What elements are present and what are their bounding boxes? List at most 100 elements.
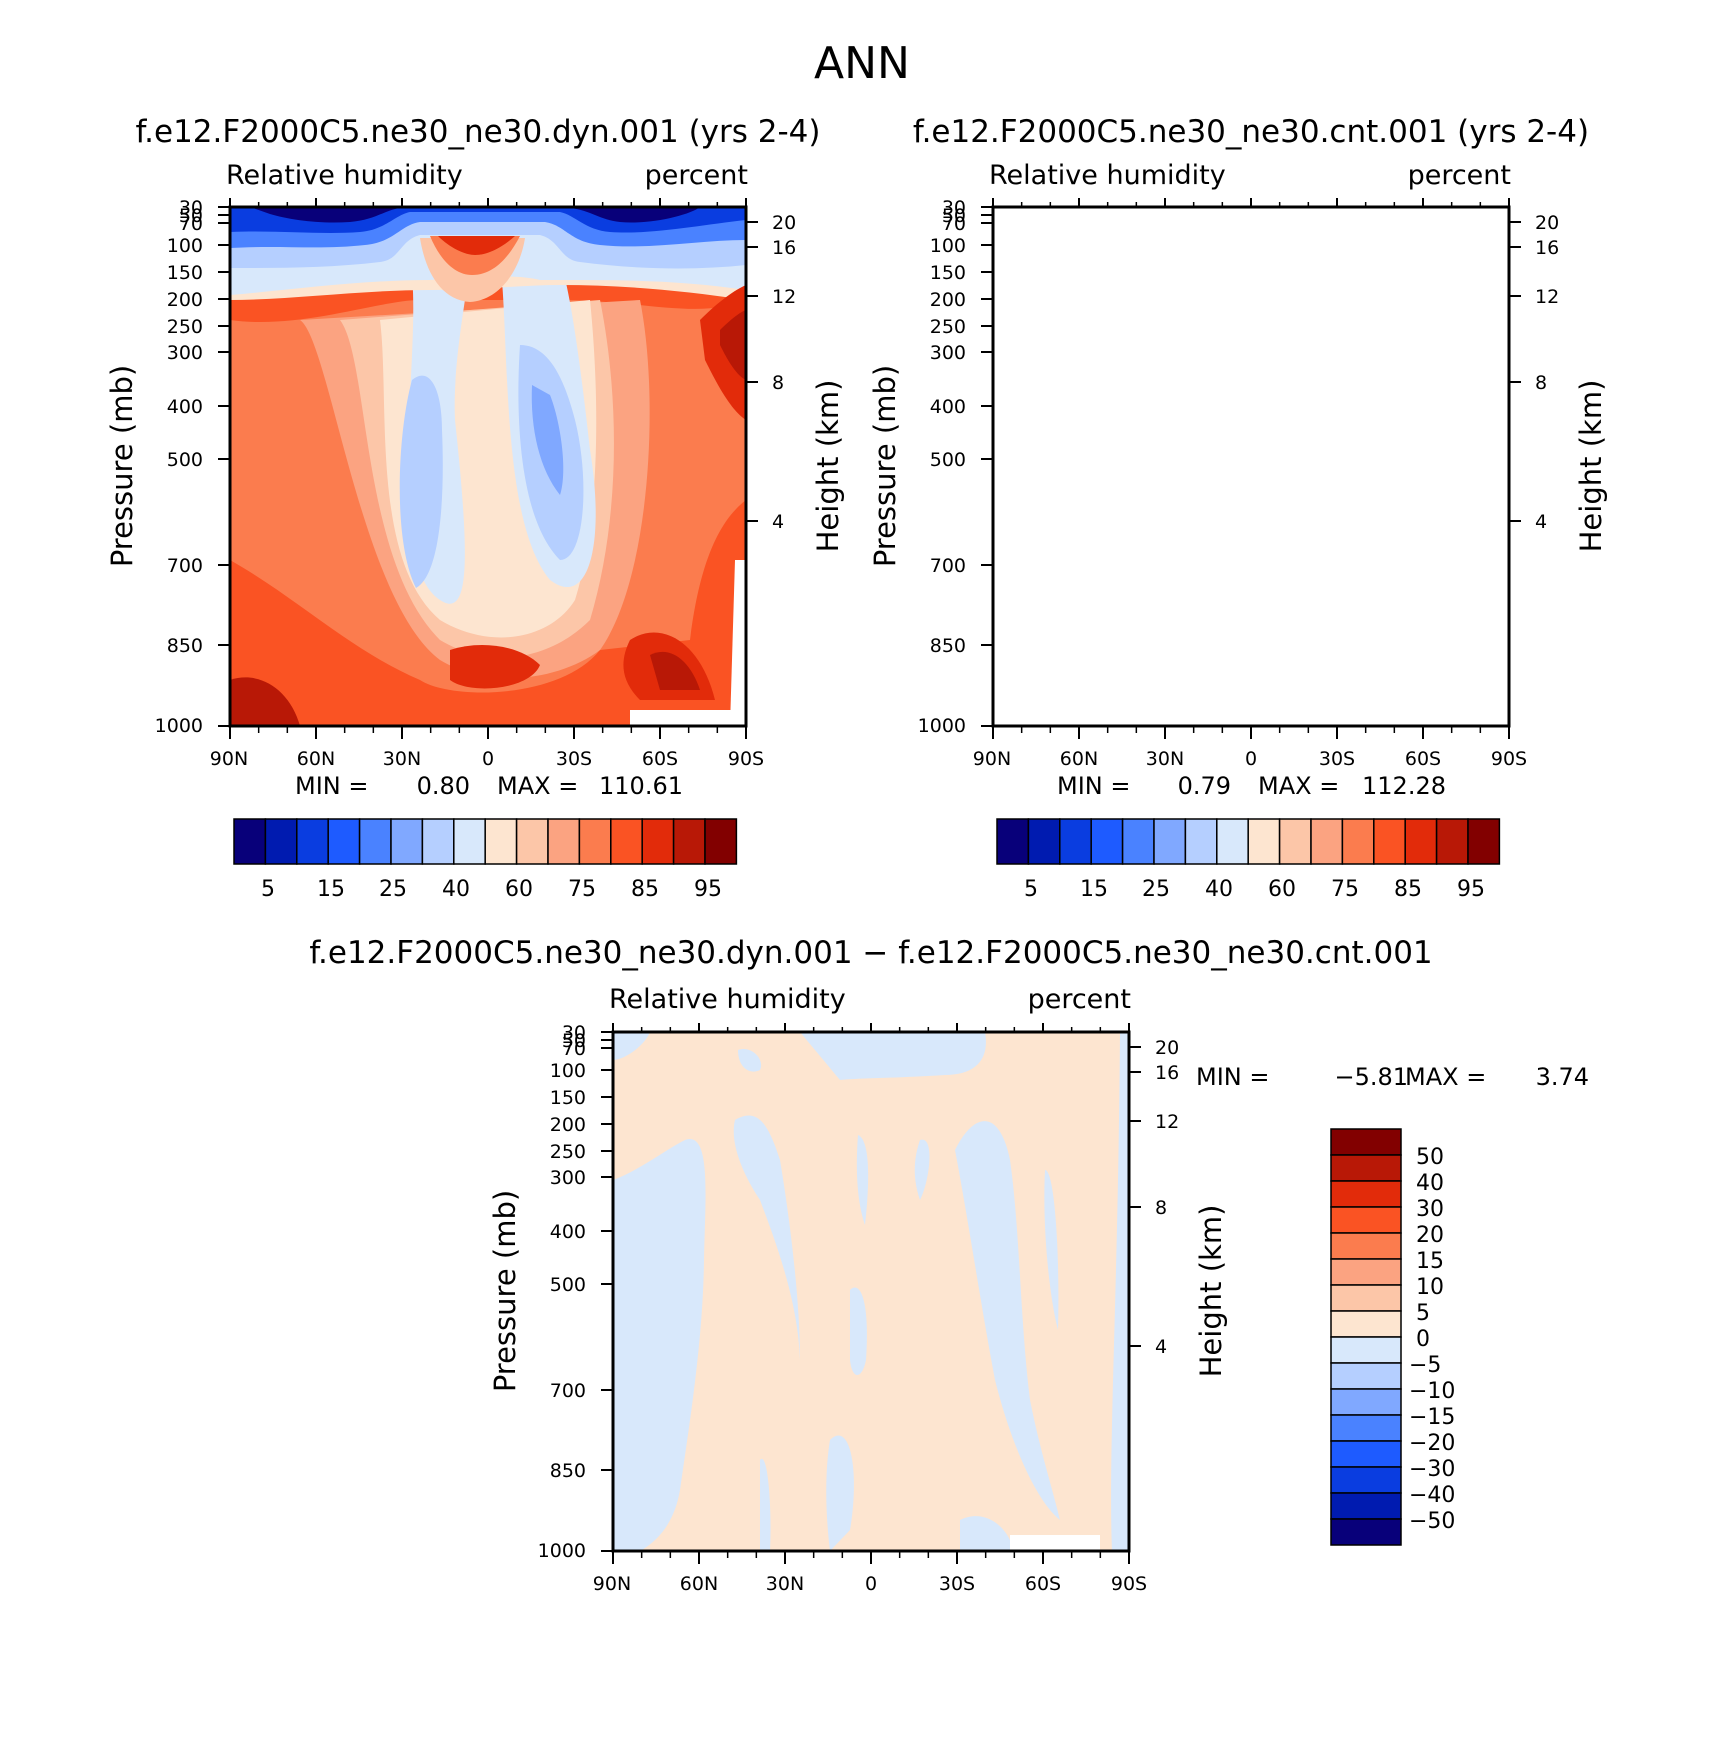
y-tick-label: 100 [167,235,203,257]
colorbar-box [610,818,643,865]
panel-1-y-axis: 30 50 70 100 150 200 250 300 400 500 700… [105,197,203,737]
colorbar-box [704,818,738,865]
panel-2-y-axis: 30 50 70 100 150 200 250 300 400 500 700… [868,197,966,737]
colorbar-label: −20 [1409,1431,1455,1456]
colorbar-label: 95 [694,877,722,902]
y-tick-label: 1000 [918,715,966,737]
colorbar-box [1404,818,1438,865]
panel-2-colorbar: 5 15 25 40 60 75 85 95 [996,818,1501,902]
panel-3-x-axis: 90N 60N 30N 0 30S 60S 90S [593,1573,1147,1595]
panel-3-title: f.e12.F2000C5.ne30_ne30.dyn.001 − f.e12.… [309,935,1432,971]
height-tick-label: 8 [772,372,784,394]
colorbar-label: 60 [505,877,533,902]
min-value: −5.81 [1334,1063,1408,1091]
colorbar-label: −50 [1409,1509,1455,1534]
colorbar-box [1184,818,1218,865]
colorbar-label: 40 [1205,877,1233,902]
panel-2-contour-field [993,207,1509,726]
y-tick-label: 70 [562,1038,586,1060]
x-tick-label: 0 [1245,748,1257,770]
y-tick-label: 250 [550,1141,586,1163]
colorbar-box [515,818,549,865]
colorbar-box [421,818,455,865]
x-tick-label: 60S [1405,748,1441,770]
colorbar-label: −40 [1409,1483,1455,1508]
panel-2-height-axis: 20 16 12 8 4 Height (km) [1535,212,1608,552]
x-tick-label: 90N [593,1573,631,1595]
colorbar-box [1121,818,1155,865]
y-tick-label: 250 [167,316,203,338]
panel-1-colorbar: 5 15 25 40 60 75 85 95 [233,818,738,902]
colorbar-box [1330,1414,1402,1442]
min-label: MIN = [1057,772,1130,800]
y-tick-label: 200 [167,289,203,311]
x-tick-label: 90S [1111,1573,1147,1595]
colorbar-label: 5 [1024,877,1038,902]
x-tick-label: 60S [642,748,678,770]
height-tick-label: 8 [1155,1197,1167,1219]
y-tick-label: 50 [562,1030,586,1052]
y-tick-label: 400 [550,1221,586,1243]
height-tick-label: 20 [1535,212,1559,234]
colorbar-box [1435,818,1469,865]
min-value: 0.79 [1178,772,1231,800]
colorbar-label: −10 [1409,1379,1455,1404]
height-tick-label: 12 [1535,286,1559,308]
colorbar-label: 15 [1080,877,1108,902]
y-axis-label: Pressure (mb) [488,1190,522,1392]
colorbar-label: −5 [1409,1353,1441,1378]
colorbar-label: 75 [1331,877,1359,902]
colorbar-label: −30 [1409,1457,1455,1482]
panel-3-right-string: percent [1028,984,1131,1015]
x-tick-label: 30N [383,748,421,770]
max-value: 112.28 [1362,772,1446,800]
y-tick-label: 30 [562,1022,586,1044]
colorbar-label: 15 [317,877,345,902]
y-tick-label: 500 [930,449,966,471]
colorbar-box [1153,818,1187,865]
colorbar-label: 5 [261,877,275,902]
colorbar-box [672,818,706,865]
y-tick-label: 70 [942,213,966,235]
height-axis-label: Height (km) [1194,1205,1228,1378]
y-tick-label: 70 [179,213,203,235]
y-tick-label: 300 [930,342,966,364]
y-tick-label: 300 [167,342,203,364]
x-tick-label: 60S [1025,1573,1061,1595]
y-tick-label: 100 [930,235,966,257]
y-tick-label: 500 [167,449,203,471]
y-tick-label: 300 [550,1167,586,1189]
max-value: 110.61 [599,772,683,800]
height-tick-label: 12 [772,286,796,308]
height-axis-label: Height (km) [811,380,845,553]
colorbar-label: 75 [568,877,596,902]
panel-2-minmax: MIN = 0.79 MAX = 112.28 [1057,772,1446,800]
colorbar-box [1090,818,1124,865]
y-tick-label: 700 [550,1380,586,1402]
colorbar-box [1330,1492,1402,1520]
max-label: MAX = [1405,1063,1486,1091]
y-tick-label: 200 [550,1114,586,1136]
y-tick-label: 150 [550,1087,586,1109]
colorbar-box [233,818,267,865]
y-tick-label: 1000 [155,715,203,737]
colorbar-box [327,818,361,865]
colorbar-label: 0 [1416,1327,1430,1352]
x-tick-label: 90S [1491,748,1527,770]
y-tick-label: 50 [179,205,203,227]
colorbar-box [996,818,1030,865]
colorbar-box [1330,1206,1402,1234]
y-tick-label: 100 [550,1060,586,1082]
y-tick-label: 30 [942,197,966,219]
colorbar-box [484,818,518,865]
colorbar-box [1373,818,1406,865]
height-tick-label: 16 [1535,237,1559,259]
panel-3-height-axis: 20 16 12 8 4 Height (km) [1155,1037,1228,1377]
colorbar-box [1330,1258,1402,1286]
y-axis-label: Pressure (mb) [868,365,902,567]
colorbar-box [1330,1336,1402,1364]
colorbar-box [453,818,486,865]
colorbar-box [1330,1180,1402,1208]
colorbar-box [264,818,298,865]
y-tick-label: 700 [167,555,203,577]
